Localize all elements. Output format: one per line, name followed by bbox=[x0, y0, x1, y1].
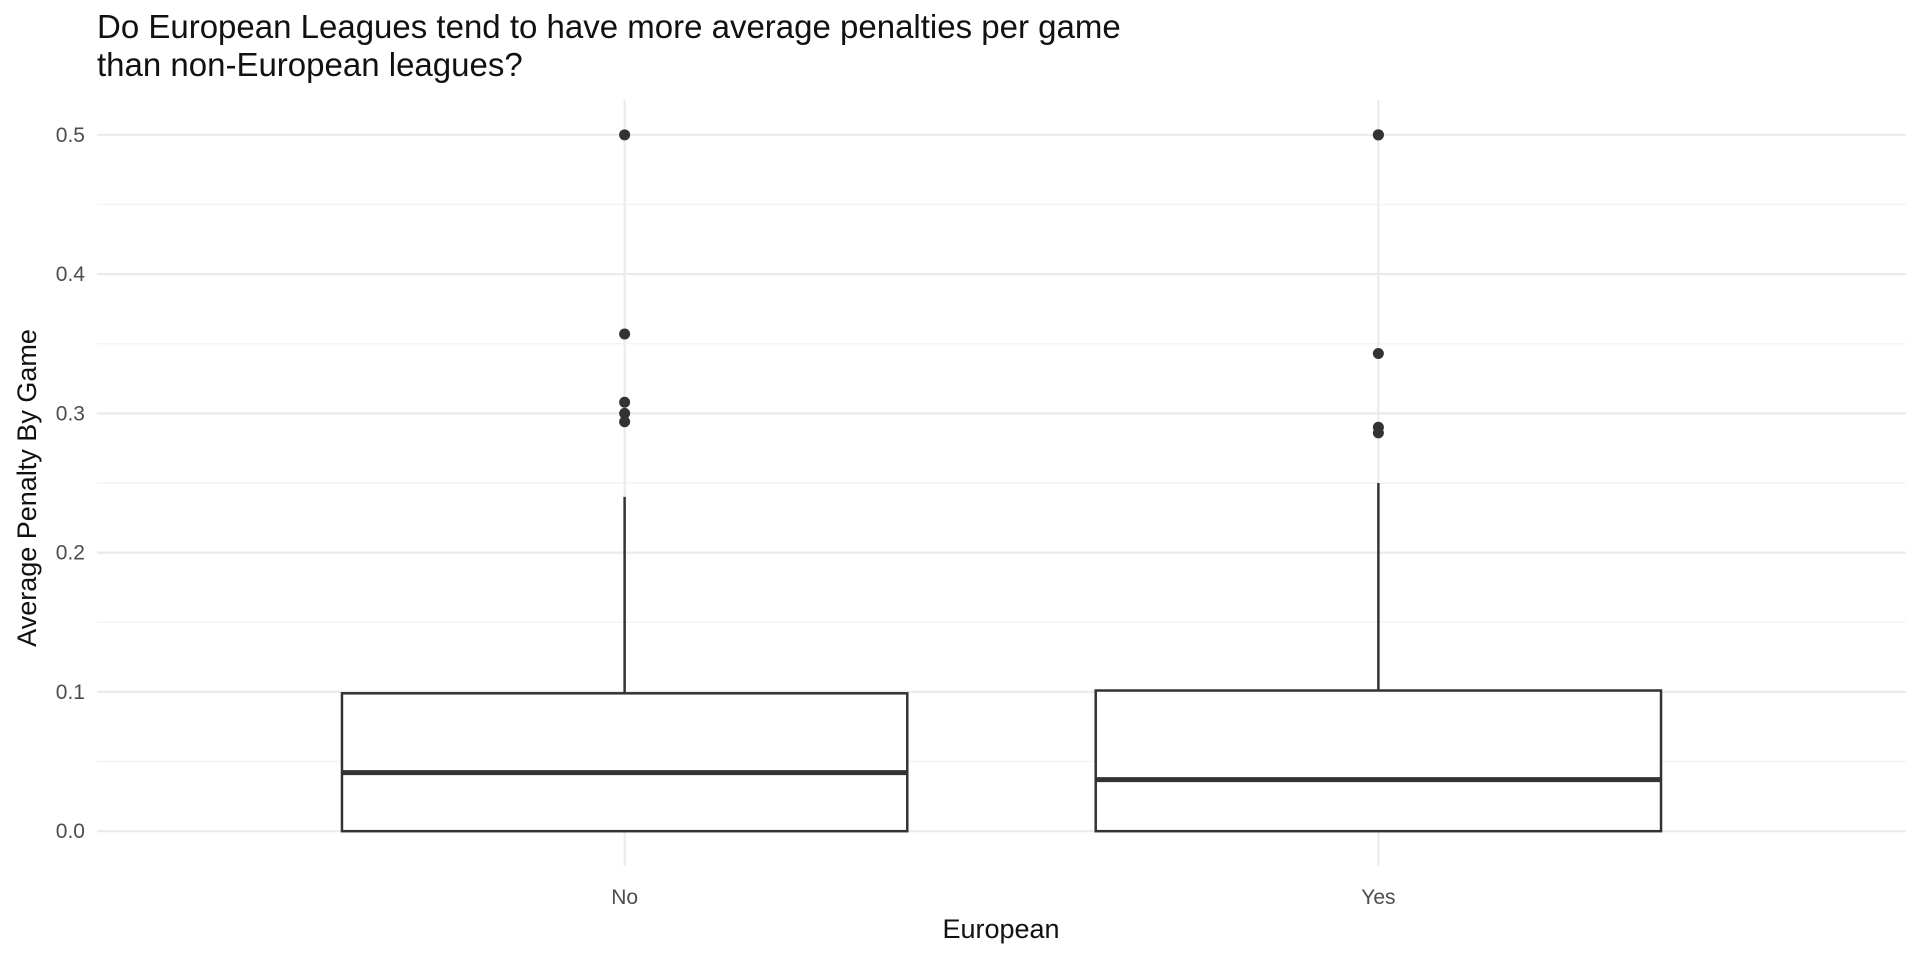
outlier-point bbox=[619, 328, 631, 340]
chart-title-line-1: Do European Leagues tend to have more av… bbox=[97, 8, 1121, 45]
x-tick-label: No bbox=[611, 886, 638, 909]
box-iqr bbox=[1094, 689, 1663, 833]
outlier-point bbox=[1372, 427, 1384, 439]
y-tick-label: 0.4 bbox=[56, 263, 86, 286]
box-no bbox=[340, 129, 909, 833]
box-iqr bbox=[340, 692, 909, 833]
chart-title: Do European Leagues tend to have more av… bbox=[97, 8, 1497, 84]
outlier-point bbox=[619, 396, 631, 408]
chart-title-line-2: than non-European leagues? bbox=[97, 46, 523, 83]
tick-labels: 0.0 0.1 0.2 0.3 0.4 0.5 No Yes bbox=[56, 124, 1396, 909]
y-tick-label: 0.3 bbox=[56, 402, 85, 425]
outlier-point bbox=[619, 129, 631, 141]
y-tick-label: 0.2 bbox=[56, 542, 85, 565]
y-axis-title: Average Penalty By Game bbox=[12, 329, 42, 647]
outlier-point bbox=[619, 407, 631, 419]
outlier-point bbox=[619, 416, 631, 428]
boxes bbox=[340, 129, 1663, 833]
box-yes bbox=[1094, 129, 1663, 833]
y-tick-label: 0.5 bbox=[56, 124, 85, 147]
outlier-point bbox=[1372, 347, 1384, 359]
y-tick-label: 0.1 bbox=[56, 681, 85, 704]
y-tick-label: 0.0 bbox=[56, 820, 85, 843]
outlier-point bbox=[1372, 129, 1384, 141]
x-tick-label: Yes bbox=[1361, 886, 1395, 909]
x-axis-title: European bbox=[942, 914, 1059, 944]
